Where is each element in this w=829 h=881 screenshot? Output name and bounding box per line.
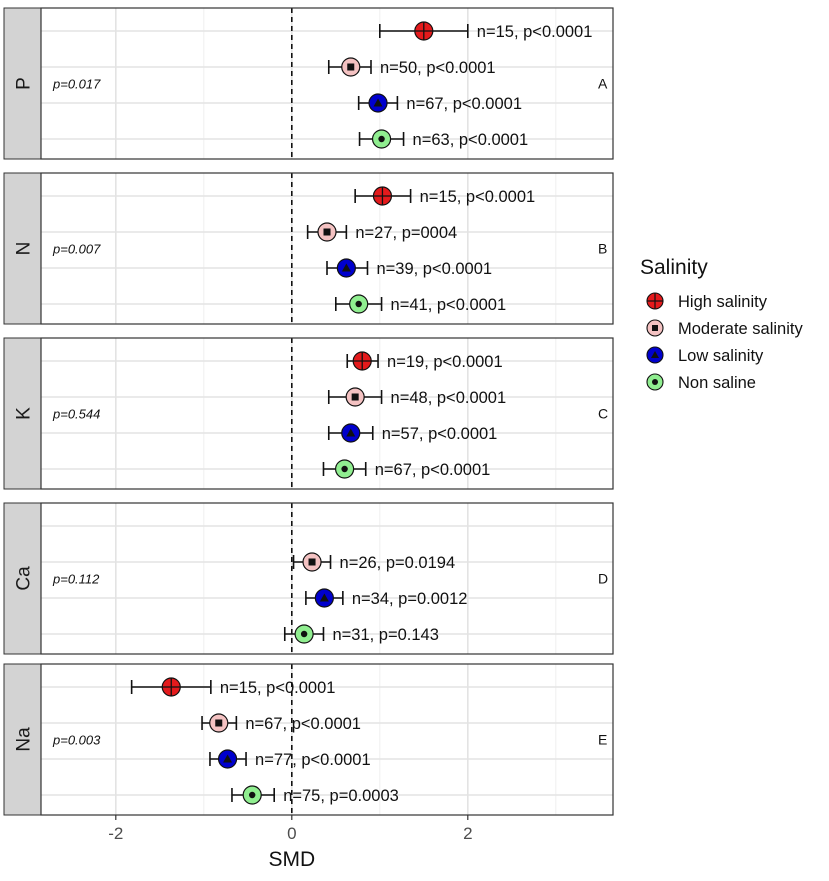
facet-pvalue: p=0.544 [52, 407, 100, 422]
facet-tag: C [598, 406, 608, 422]
x-tick-label: 2 [463, 824, 472, 843]
x-axis-label: SMD [268, 848, 315, 871]
data-label: n=15, p<0.0001 [220, 679, 336, 697]
data-label: n=31, p=0.143 [332, 626, 438, 644]
facet-strip-label: P [14, 77, 35, 90]
data-label: n=77, p<0.0001 [255, 751, 371, 769]
data-label: n=75, p=0.0003 [283, 787, 399, 805]
data-label: n=34, p=0.0012 [352, 590, 468, 608]
facet-panel-border [40, 337, 614, 490]
facet-pvalue: p=0.017 [52, 77, 101, 92]
legend-glyph-dot [652, 379, 658, 385]
facet-tag: D [598, 571, 608, 587]
facet-panel-bg [41, 338, 613, 489]
data-label: n=41, p<0.0001 [391, 296, 507, 314]
glyph-dot [300, 630, 308, 638]
facet-panel-border [40, 7, 614, 160]
glyph-triangle [223, 754, 233, 763]
legend-label: High salinity [678, 293, 768, 311]
facet-strip-label: Na [14, 727, 35, 752]
glyph-dot [355, 300, 362, 308]
glyph-dot [249, 791, 256, 799]
glyph-square [351, 393, 359, 401]
data-label: n=27, p=0004 [355, 224, 457, 242]
data-label: n=67, p<0.0001 [245, 715, 361, 733]
facet-strip-na [3, 663, 42, 816]
legend-title: Salinity [640, 256, 708, 279]
facet-tag: E [598, 732, 607, 748]
legend-glyph-triangle [651, 351, 659, 358]
glyph-square [215, 719, 223, 727]
facet-strip-label: Ca [14, 566, 35, 591]
facet-pvalue: p=0.112 [52, 572, 100, 587]
data-label: n=63, p<0.0001 [413, 131, 529, 149]
facet-strip-p [3, 7, 42, 160]
facet-panel-border [40, 172, 614, 325]
data-label: n=48, p<0.0001 [391, 389, 507, 407]
facet-panel-bg [41, 173, 613, 324]
legend-label: Moderate salinity [678, 320, 803, 338]
glyph-square [308, 558, 316, 566]
x-tick-label: 0 [287, 824, 296, 843]
facet-strip-ca [3, 502, 42, 655]
legend-label: Non saline [678, 374, 756, 392]
data-label: n=50, p<0.0001 [380, 59, 496, 77]
glyph-dot [378, 135, 385, 143]
glyph-triangle [341, 263, 351, 272]
glyph-triangle [346, 428, 356, 437]
data-label: n=15, p<0.0001 [477, 23, 593, 41]
facet-panel-bg [41, 503, 613, 654]
data-label: n=15, p<0.0001 [420, 188, 536, 206]
data-label: n=57, p<0.0001 [382, 425, 498, 443]
facet-tag: B [598, 241, 607, 257]
glyph-dot [341, 465, 348, 473]
data-label: n=67, p<0.0001 [406, 95, 522, 113]
data-label: n=67, p<0.0001 [375, 461, 491, 479]
facet-panel-border [40, 663, 614, 816]
data-label: n=19, p<0.0001 [387, 353, 503, 371]
legend-glyph-square [652, 325, 658, 331]
facet-strip-label: N [14, 242, 35, 256]
facet-panel-bg [41, 8, 613, 159]
glyph-triangle [319, 593, 329, 602]
facet-pvalue: p=0.003 [52, 733, 101, 748]
facet-strip-label: K [14, 407, 35, 420]
x-tick-label: -2 [108, 824, 123, 843]
facet-panel-bg [41, 664, 613, 815]
data-label: n=39, p<0.0001 [376, 260, 492, 278]
facet-panel-border [40, 502, 614, 655]
glyph-square [323, 228, 331, 236]
glyph-square [347, 63, 355, 71]
facet-tag: A [598, 76, 608, 92]
facet-pvalue: p=0.007 [52, 242, 101, 257]
legend-label: Low salinity [678, 347, 764, 365]
glyph-triangle [373, 98, 383, 107]
data-label: n=26, p=0.0194 [340, 554, 456, 572]
